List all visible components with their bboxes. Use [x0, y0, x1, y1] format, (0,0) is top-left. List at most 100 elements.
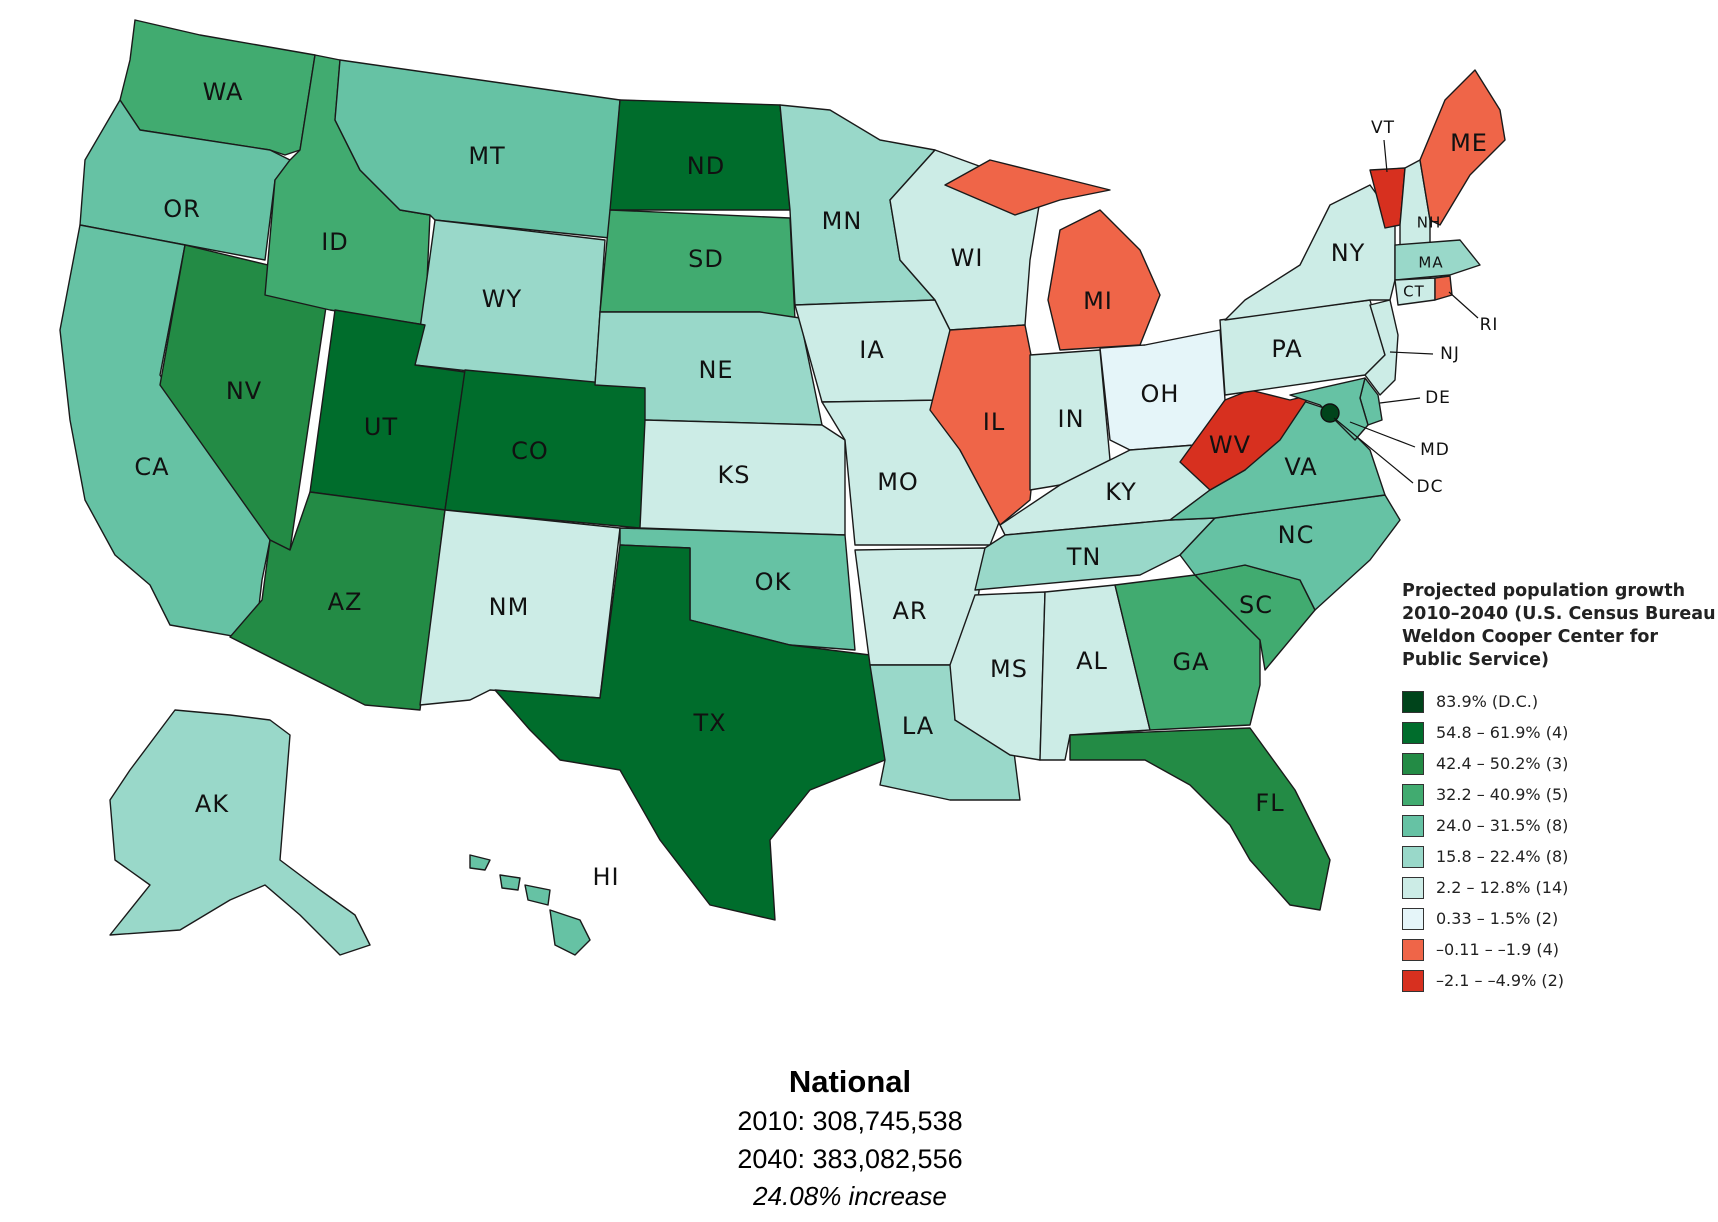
label-nm: NM [489, 593, 530, 621]
label-nh: NH [1417, 214, 1442, 232]
label-ga: GA [1172, 648, 1209, 676]
state-tx[interactable] [494, 544, 886, 921]
legend-label: 42.4 – 50.2% (3) [1436, 754, 1569, 773]
label-de: DE [1425, 388, 1451, 408]
label-dc: DC [1417, 477, 1444, 497]
label-tn: TN [1066, 543, 1102, 571]
national-summary: National 2010: 308,745,538 2040: 383,082… [640, 1062, 1060, 1214]
state-hi[interactable] [469, 854, 591, 956]
state-me[interactable] [1419, 69, 1506, 226]
label-ok: OK [755, 568, 792, 596]
legend-item: 15.8 – 22.4% (8) [1402, 841, 1718, 872]
legend-label: 54.8 – 61.9% (4) [1436, 723, 1569, 742]
label-or: OR [163, 195, 201, 223]
label-vt: VT [1371, 118, 1395, 138]
label-ar: AR [892, 597, 927, 625]
legend-swatch [1402, 969, 1424, 992]
legend-label: 32.2 – 40.9% (5) [1436, 785, 1569, 804]
leader-vt [1383, 139, 1388, 173]
label-ky: KY [1105, 478, 1137, 506]
label-fl: FL [1255, 789, 1284, 817]
label-mt: MT [468, 142, 505, 170]
state-dc[interactable] [1320, 403, 1340, 423]
label-nc: NC [1278, 521, 1315, 549]
label-ca: CA [134, 453, 169, 481]
label-wa: WA [203, 78, 244, 106]
state-ca[interactable] [59, 224, 271, 641]
label-co: CO [511, 437, 549, 465]
leader-dc [1333, 417, 1414, 484]
legend-item: 42.4 – 50.2% (3) [1402, 748, 1718, 779]
label-oh: OH [1141, 380, 1180, 408]
label-va: VA [1284, 453, 1317, 481]
label-sc: SC [1239, 591, 1273, 619]
legend-label: 2.2 – 12.8% (14) [1436, 878, 1569, 897]
label-mn: MN [822, 207, 863, 235]
national-2010: 2010: 308,745,538 [737, 1106, 963, 1136]
label-tx: TX [692, 709, 726, 737]
leader-nj [1389, 351, 1434, 355]
legend-swatch [1402, 876, 1424, 899]
legend-swatch [1402, 814, 1424, 837]
label-ma: MA [1418, 254, 1443, 272]
label-ny: NY [1331, 239, 1366, 267]
legend-item: 0.33 – 1.5% (2) [1402, 903, 1718, 934]
state-wa[interactable] [119, 19, 316, 156]
legend-item: 2.2 – 12.8% (14) [1402, 872, 1718, 903]
label-md: MD [1420, 440, 1450, 460]
legend-swatch [1402, 783, 1424, 806]
legend-item: –0.11 – –1.9 (4) [1402, 934, 1718, 965]
label-ms: MS [990, 655, 1028, 683]
label-id: ID [321, 228, 349, 256]
legend-label: 0.33 – 1.5% (2) [1436, 909, 1559, 928]
label-ia: IA [859, 336, 885, 364]
state-ri[interactable] [1434, 275, 1453, 301]
state-ny[interactable] [1224, 184, 1396, 321]
label-ct: CT [1403, 283, 1425, 301]
state-mi-upper[interactable] [944, 159, 1111, 216]
state-il[interactable] [929, 324, 1041, 526]
state-nj[interactable] [1364, 299, 1399, 396]
legend-label: –2.1 – –4.9% (2) [1436, 971, 1565, 990]
legend-item: 32.2 – 40.9% (5) [1402, 779, 1718, 810]
label-la: LA [902, 712, 934, 740]
legend-item: –2.1 – –4.9% (2) [1402, 965, 1718, 996]
legend-title: Projected population growth 2010–2040 (U… [1402, 581, 1716, 670]
legend-label: 15.8 – 22.4% (8) [1436, 847, 1569, 866]
legend-label: 83.9% (D.C.) [1436, 692, 1539, 711]
legend-label: –0.11 – –1.9 (4) [1436, 940, 1559, 959]
national-heading: National [788, 1064, 912, 1099]
state-fl[interactable] [1069, 727, 1331, 911]
label-nj: NJ [1440, 344, 1460, 364]
label-wi: WI [951, 244, 984, 272]
label-ak: AK [195, 790, 229, 818]
label-hi: HI [592, 863, 619, 891]
state-mi[interactable] [1047, 209, 1161, 351]
state-wv[interactable] [1179, 389, 1311, 491]
legend-item: 83.9% (D.C.) [1402, 686, 1718, 717]
legend-item: 54.8 – 61.9% (4) [1402, 717, 1718, 748]
label-wv: WV [1209, 431, 1251, 459]
leader-de [1379, 397, 1421, 404]
legend-label: 24.0 – 31.5% (8) [1436, 816, 1569, 835]
legend-swatch [1402, 845, 1424, 868]
leader-md [1349, 421, 1416, 448]
label-wy: WY [482, 285, 522, 313]
state-ks[interactable] [639, 419, 846, 536]
label-al: AL [1076, 647, 1108, 675]
label-sd: SD [688, 245, 724, 273]
label-nd: ND [687, 152, 725, 180]
legend: Projected population growth 2010–2040 (U… [1402, 580, 1718, 996]
national-increase: 24.08% increase [753, 1181, 947, 1211]
state-ak[interactable] [109, 709, 371, 956]
state-ma[interactable] [1394, 239, 1481, 281]
label-il: IL [983, 408, 1005, 436]
legend-swatch [1402, 690, 1424, 713]
label-ri: RI [1480, 315, 1499, 335]
label-az: AZ [328, 588, 363, 616]
label-pa: PA [1271, 335, 1302, 363]
label-mi: MI [1083, 287, 1113, 315]
label-ne: NE [698, 356, 733, 384]
legend-swatch [1402, 907, 1424, 930]
